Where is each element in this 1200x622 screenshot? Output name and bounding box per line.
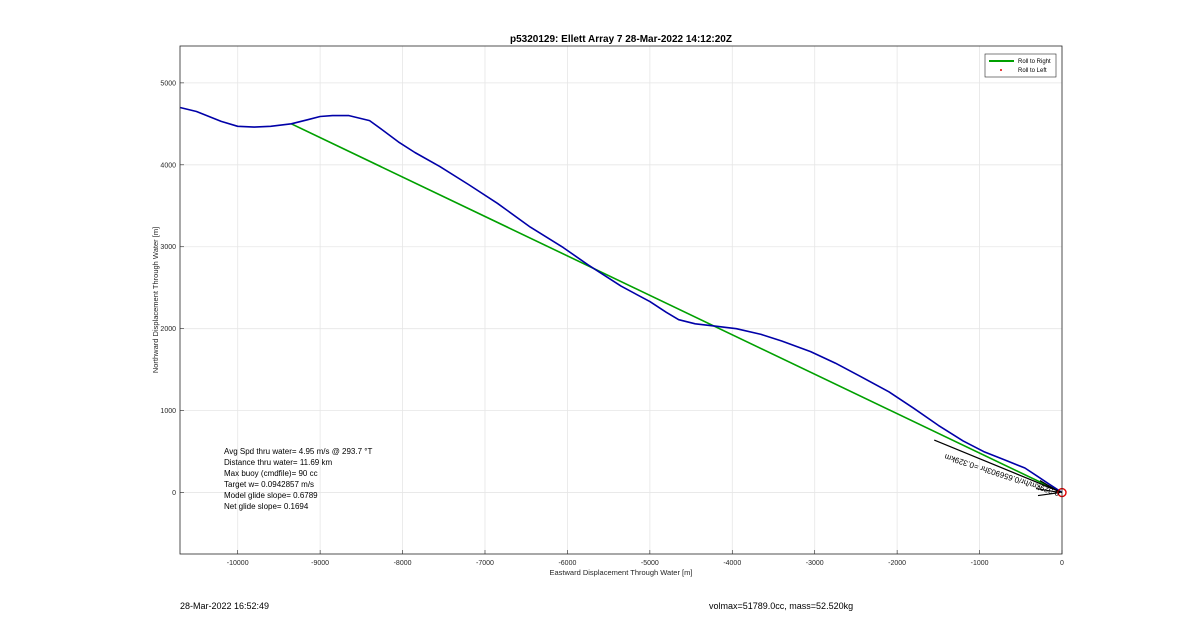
series-layer xyxy=(179,106,1063,494)
plot-area xyxy=(180,46,1062,554)
x-tick-label: -8000 xyxy=(394,560,412,567)
chart-title: p5320129: Ellett Array 7 28-Mar-2022 14:… xyxy=(510,34,732,45)
footer-summary: volmax=51789.0cc, mass=52.520kg xyxy=(709,601,854,611)
x-tick-label: -4000 xyxy=(723,560,741,567)
stat-net-glide: Net glide slope= 0.1694 xyxy=(224,502,309,511)
legend-label-roll-left: Roll to Left xyxy=(1018,68,1047,74)
footer-timestamp: 28-Mar-2022 16:52:49 xyxy=(180,601,270,611)
x-tick-label: -10000 xyxy=(227,560,249,567)
legend: Roll to Right Roll to Left xyxy=(984,53,1057,78)
stats-annotation: Avg Spd thru water= 4.95 m/s @ 293.7 °T … xyxy=(224,447,372,511)
series-roll-to-right xyxy=(290,123,1063,494)
x-tick-label: -6000 xyxy=(558,560,576,567)
y-tick-label: 5000 xyxy=(160,80,176,87)
x-tick-label: -2000 xyxy=(888,560,906,567)
y-tick-label: 1000 xyxy=(160,408,176,415)
x-axis-label: Eastward Displacement Through Water [m] xyxy=(550,568,693,577)
legend-label-roll-right: Roll to Right xyxy=(1018,59,1051,65)
stat-model-glide: Model glide slope= 0.6789 xyxy=(224,491,318,500)
x-tick-label: -5000 xyxy=(641,560,659,567)
x-tick-label: -9000 xyxy=(311,560,329,567)
y-tick-label: 2000 xyxy=(160,326,176,333)
legend-box xyxy=(984,53,1057,78)
x-tick-label: -7000 xyxy=(476,560,494,567)
stat-avg-speed: Avg Spd thru water= 4.95 m/s @ 293.7 °T xyxy=(224,447,372,456)
x-tick-label: 0 xyxy=(1060,560,1064,567)
series-track xyxy=(179,106,1063,494)
x-tick-label: -3000 xyxy=(806,560,824,567)
current-arrow-tail xyxy=(1039,480,1061,494)
legend-swatch-roll-left xyxy=(1000,69,1002,71)
stat-distance: Distance thru water= 11.69 km xyxy=(224,458,332,467)
y-tick-label: 3000 xyxy=(160,244,176,251)
y-axis-label: Northward Displacement Through Water [m] xyxy=(151,227,160,373)
stat-max-buoy: Max buoy (cmdfile)= 90 cc xyxy=(224,469,318,478)
y-tick-label: 4000 xyxy=(160,162,176,169)
x-tick-labels: -10000 -9000 -8000 -7000 -6000 -5000 -4000 -300… xyxy=(227,560,1064,567)
grid xyxy=(180,46,1063,554)
y-tick-labels: 0 1000 2000 3000 4000 5000 xyxy=(160,80,176,497)
plot-frame xyxy=(179,45,1063,555)
x-tick-label: -1000 xyxy=(971,560,989,567)
current-arrow xyxy=(934,439,1063,494)
stat-target-w: Target w= 0.0942857 m/s xyxy=(224,480,314,489)
y-tick-label: 0 xyxy=(172,490,176,497)
